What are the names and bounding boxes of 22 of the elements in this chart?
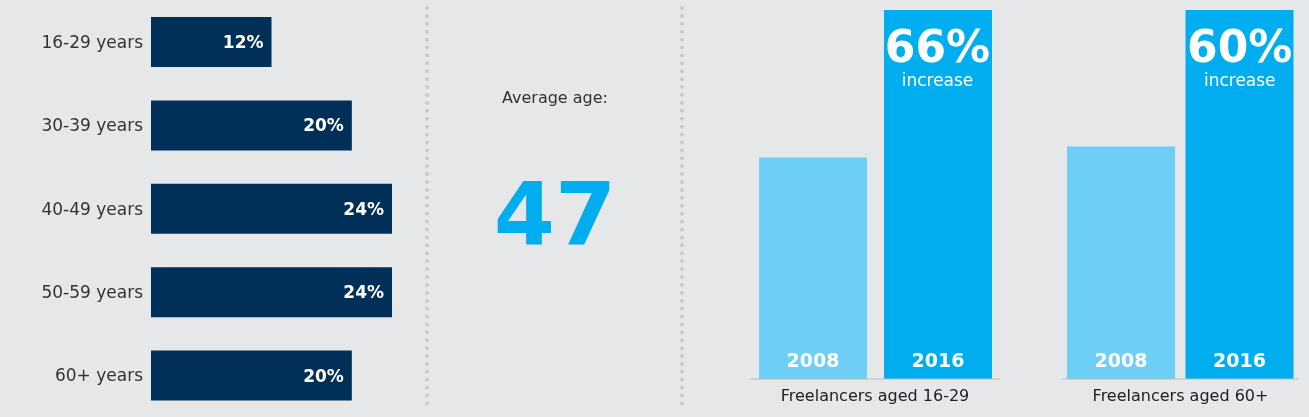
y-tick-label: 60+ years	[54, 365, 144, 386]
data-label: 24%	[343, 198, 384, 219]
y-tick-label: 50-59 years	[41, 281, 144, 302]
x-tick-label: 2008	[1094, 349, 1148, 371]
x-tick-label: 2008	[786, 349, 840, 371]
data-label: 24%	[343, 282, 384, 303]
x-tick-label: 2016	[911, 349, 965, 371]
x-tick-label: 2016	[1213, 349, 1266, 371]
y-tick-label: 40-49 years	[41, 198, 144, 219]
data-label: 12%	[222, 32, 264, 52]
data-label: 20%	[303, 115, 344, 136]
data-label: 20%	[303, 365, 344, 386]
annotation: 60%	[1187, 21, 1293, 72]
annotation: increase	[901, 70, 974, 90]
x-axis-title: Freelancers aged 60+	[1091, 386, 1270, 405]
text: Average age:	[501, 88, 609, 107]
annotation: 66%	[884, 21, 991, 72]
text: 47	[492, 162, 618, 268]
x-axis-title: Freelancers aged 16-29	[779, 386, 971, 405]
y-tick-label: 30-39 years	[41, 115, 144, 136]
y-tick-label: 16-29 years	[41, 31, 144, 52]
annotation: increase	[1203, 70, 1276, 90]
